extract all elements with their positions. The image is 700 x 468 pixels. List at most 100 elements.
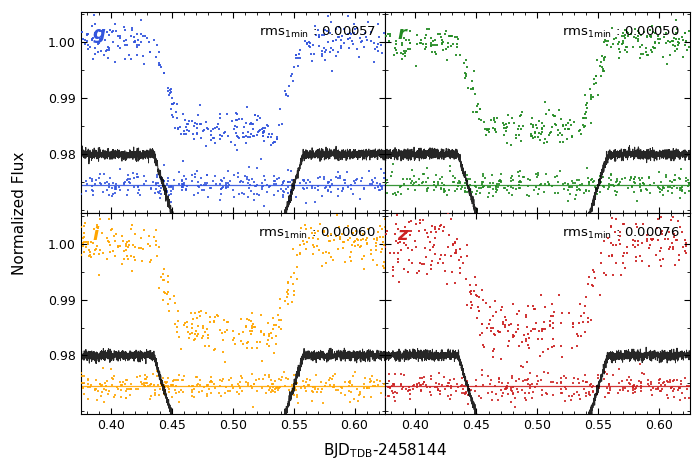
Point bbox=[98, 385, 109, 393]
Point bbox=[292, 399, 303, 406]
Point bbox=[265, 329, 276, 336]
Point bbox=[494, 177, 505, 185]
Point bbox=[216, 378, 228, 385]
Point bbox=[284, 179, 295, 186]
Point bbox=[344, 34, 356, 41]
Point bbox=[178, 322, 189, 329]
Text: rms$_{\mathregular{1min}}$ : 0.00076: rms$_{\mathregular{1min}}$ : 0.00076 bbox=[563, 226, 680, 241]
Point bbox=[151, 171, 162, 179]
Point bbox=[118, 179, 130, 187]
Point bbox=[643, 244, 655, 252]
Point bbox=[572, 376, 583, 383]
Point bbox=[530, 326, 541, 333]
Point bbox=[199, 186, 210, 194]
Point bbox=[678, 36, 689, 44]
Point bbox=[652, 384, 664, 392]
Point bbox=[460, 74, 471, 81]
Point bbox=[456, 183, 468, 191]
Point bbox=[332, 387, 343, 394]
Point bbox=[313, 186, 324, 194]
Point bbox=[611, 189, 622, 196]
Point bbox=[275, 377, 286, 384]
Point bbox=[216, 185, 227, 193]
Point bbox=[508, 389, 519, 397]
Point bbox=[530, 306, 541, 313]
Point bbox=[516, 178, 527, 185]
Point bbox=[342, 35, 354, 43]
Point bbox=[169, 320, 181, 327]
Point bbox=[555, 380, 566, 387]
Point bbox=[414, 381, 426, 388]
Point bbox=[90, 247, 101, 254]
Point bbox=[407, 259, 418, 267]
Point bbox=[546, 344, 557, 351]
Point bbox=[175, 386, 186, 394]
Point bbox=[195, 181, 206, 189]
Point bbox=[270, 385, 281, 392]
Point bbox=[351, 175, 363, 182]
Point bbox=[90, 29, 101, 37]
Point bbox=[379, 243, 391, 251]
Point bbox=[282, 291, 293, 298]
Point bbox=[162, 87, 174, 95]
Point bbox=[256, 328, 267, 335]
Point bbox=[609, 182, 620, 190]
Point bbox=[480, 175, 491, 182]
Point bbox=[662, 37, 673, 45]
Point bbox=[674, 385, 685, 392]
Point bbox=[372, 376, 383, 383]
Point bbox=[452, 36, 463, 43]
Point bbox=[121, 176, 132, 183]
Point bbox=[107, 38, 118, 45]
Point bbox=[442, 39, 454, 47]
Point bbox=[645, 32, 656, 39]
Point bbox=[153, 392, 164, 399]
Point bbox=[287, 388, 298, 395]
Point bbox=[316, 386, 328, 393]
Point bbox=[623, 387, 634, 395]
Point bbox=[282, 279, 293, 287]
Point bbox=[414, 259, 426, 266]
Point bbox=[590, 185, 601, 193]
Point bbox=[538, 349, 549, 356]
Point bbox=[506, 173, 517, 180]
Point bbox=[77, 379, 88, 387]
Point bbox=[588, 179, 599, 186]
Point bbox=[572, 342, 583, 350]
Point bbox=[610, 191, 622, 198]
Point bbox=[442, 382, 453, 389]
Point bbox=[282, 375, 293, 383]
Point bbox=[286, 167, 297, 175]
Point bbox=[608, 241, 619, 249]
Point bbox=[215, 393, 226, 400]
Point bbox=[293, 62, 304, 69]
Point bbox=[295, 225, 307, 232]
Point bbox=[300, 378, 312, 386]
Point bbox=[589, 275, 601, 282]
Point bbox=[215, 135, 226, 143]
Point bbox=[177, 376, 188, 383]
Point bbox=[144, 49, 155, 56]
Point bbox=[670, 262, 681, 269]
Point bbox=[111, 180, 122, 187]
Point bbox=[574, 319, 585, 327]
Point bbox=[541, 138, 552, 146]
Point bbox=[410, 237, 421, 244]
Point bbox=[253, 129, 264, 136]
Point bbox=[356, 38, 367, 46]
Point bbox=[613, 45, 624, 52]
Point bbox=[586, 176, 597, 183]
Point bbox=[183, 382, 195, 390]
Point bbox=[531, 124, 542, 132]
Point bbox=[443, 187, 454, 194]
Point bbox=[439, 223, 450, 230]
Point bbox=[414, 219, 425, 227]
Point bbox=[500, 323, 511, 330]
Point bbox=[573, 128, 584, 135]
Point bbox=[318, 31, 330, 39]
Point bbox=[334, 235, 345, 243]
Point bbox=[520, 396, 531, 403]
Point bbox=[346, 241, 358, 249]
Point bbox=[421, 270, 433, 278]
Point bbox=[552, 126, 564, 134]
